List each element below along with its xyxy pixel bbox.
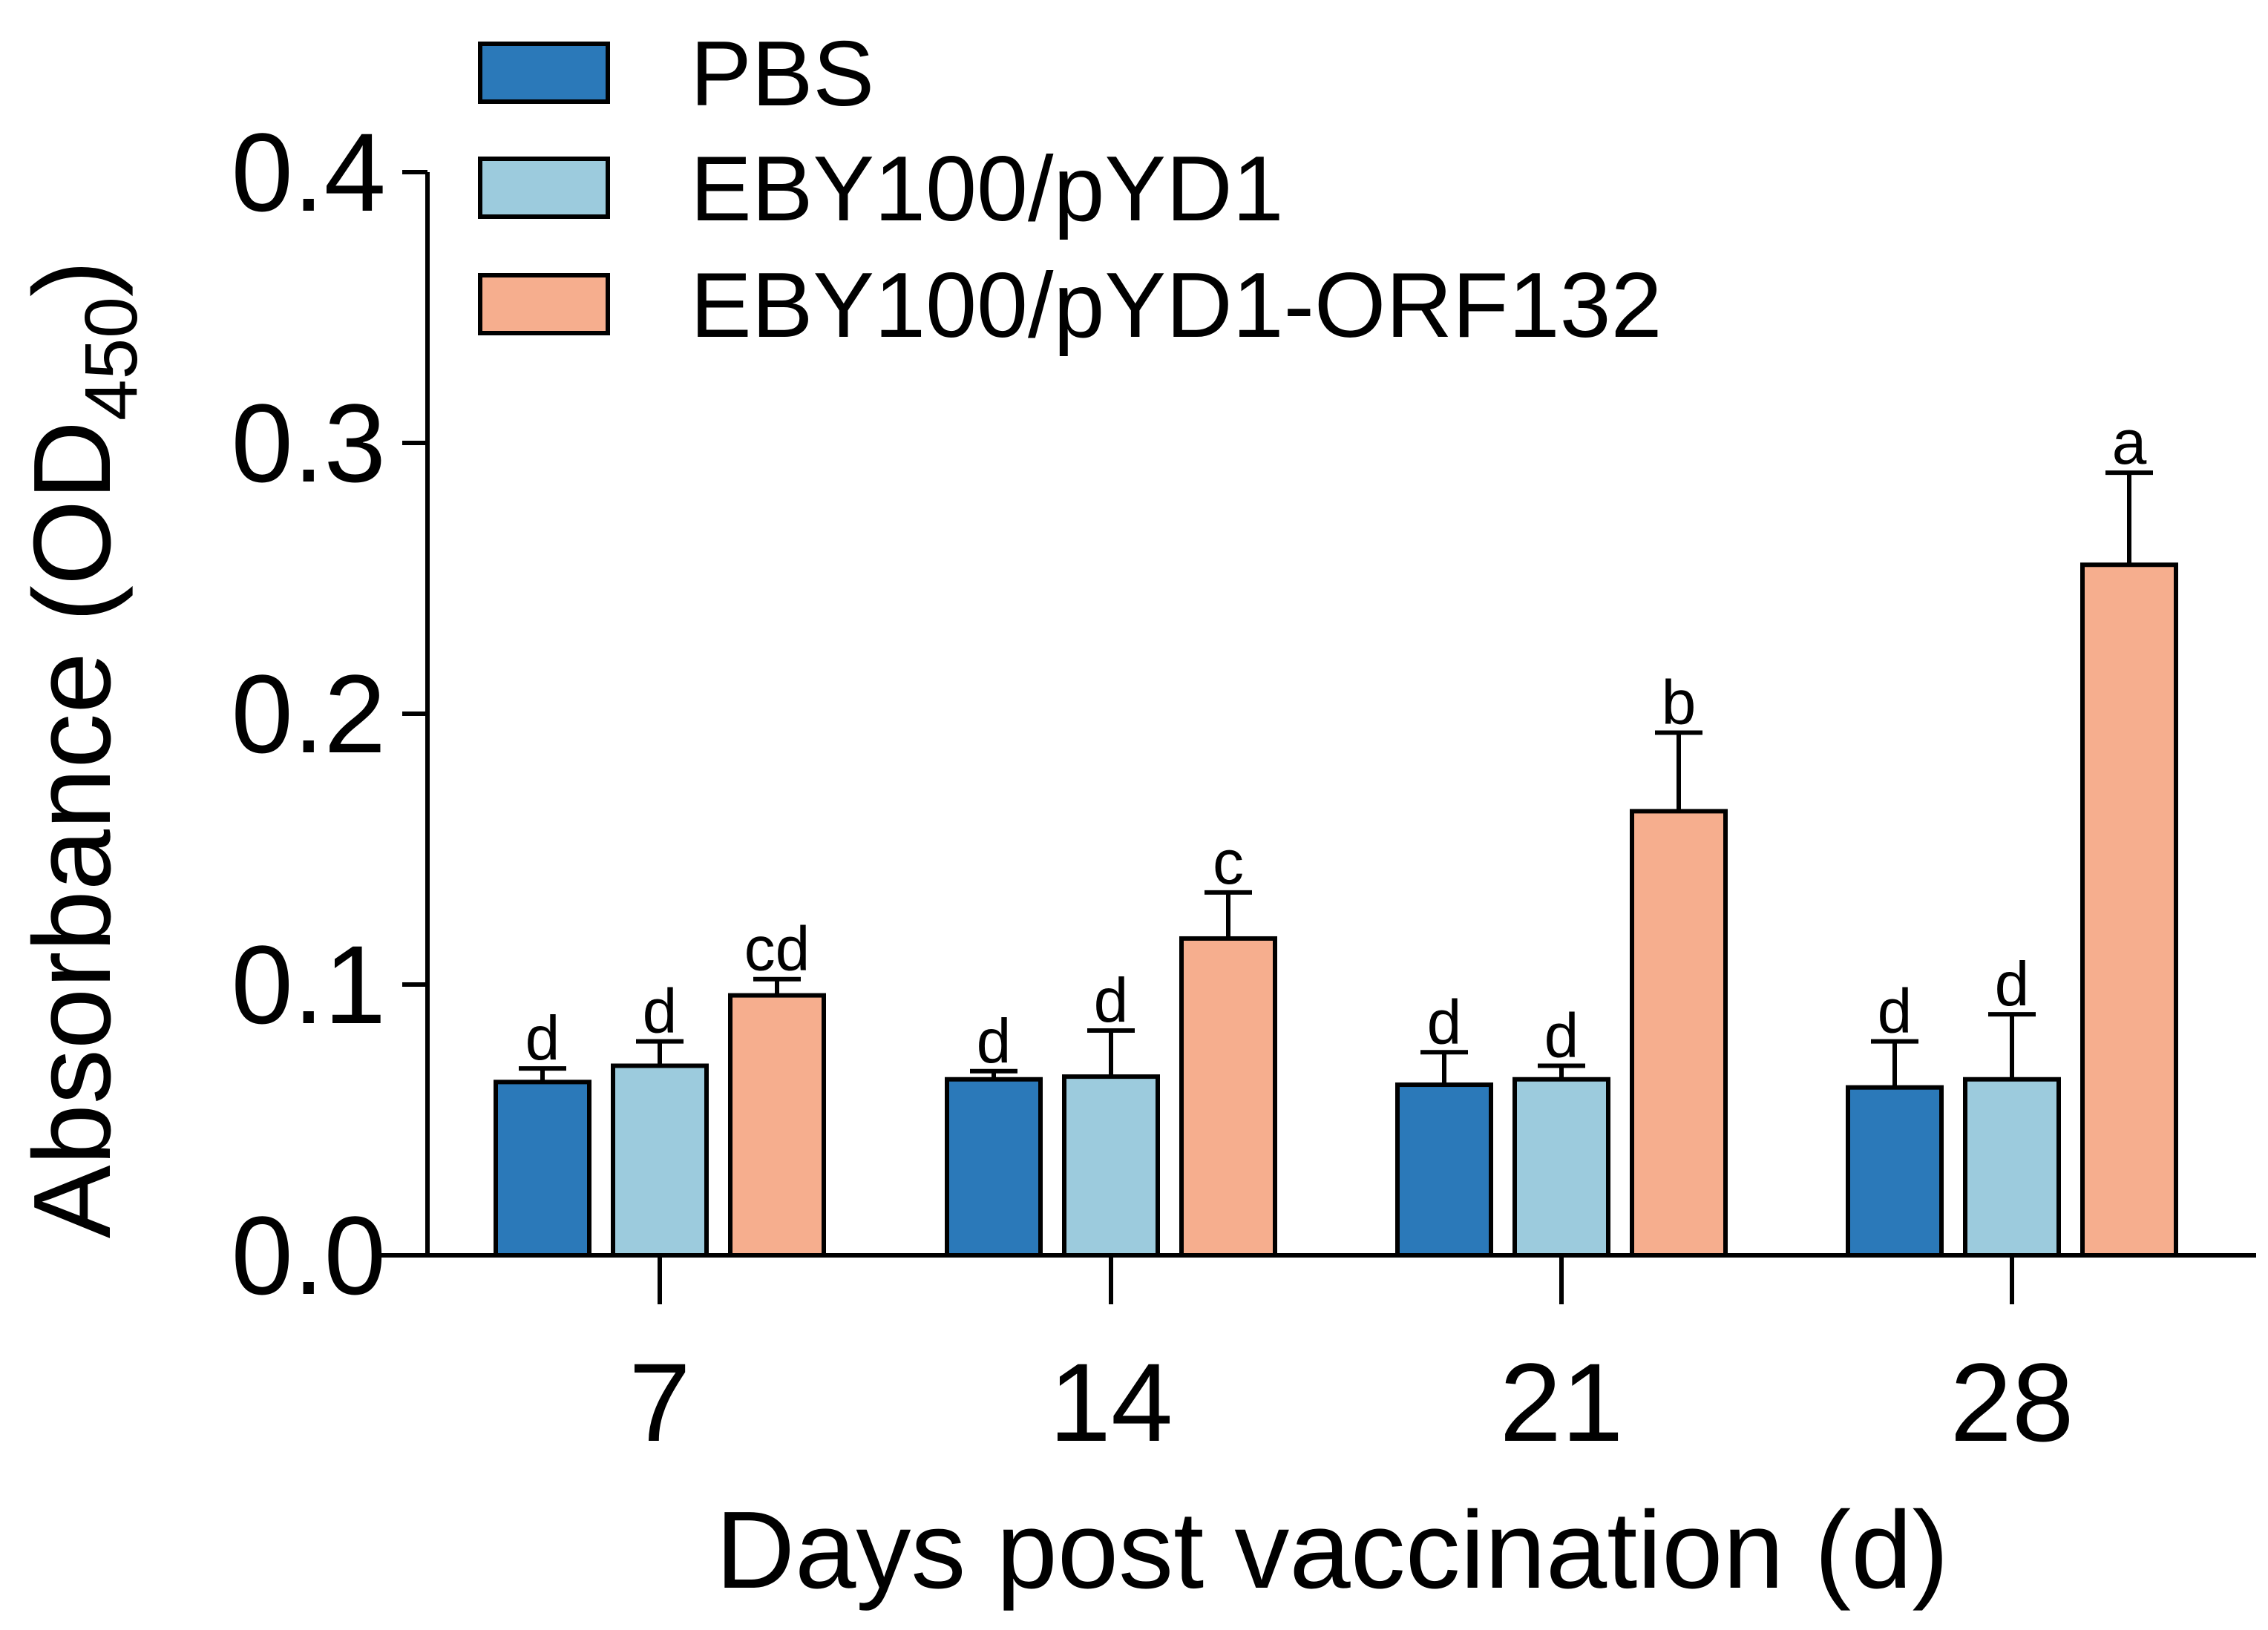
bar xyxy=(1395,1082,1493,1258)
y-axis-title-close: ) xyxy=(11,260,134,297)
y-tick-label: 0.2 xyxy=(231,651,386,776)
y-axis: 0.0 0.1 0.2 0.3 0.4 xyxy=(231,110,430,1318)
bar-group: d xyxy=(1395,987,1493,1258)
bar xyxy=(494,1079,591,1258)
y-axis-title: Absorbance (OD450) xyxy=(11,260,153,1238)
significance-label: a xyxy=(2112,407,2147,477)
bar-group: d xyxy=(494,1003,591,1258)
bar-group: cd xyxy=(728,914,826,1258)
significance-label: d xyxy=(1094,965,1129,1035)
bar-group: d xyxy=(1963,949,2061,1258)
bar xyxy=(611,1063,709,1258)
bar-group: d xyxy=(1512,1001,1610,1258)
bar xyxy=(1179,936,1277,1258)
bar xyxy=(1062,1074,1160,1258)
legend-item: PBS xyxy=(478,23,874,125)
bar xyxy=(728,993,826,1258)
y-tick-label: 0.1 xyxy=(231,922,386,1047)
legend-label: PBS xyxy=(690,23,874,125)
y-tick-label: 0.0 xyxy=(231,1193,386,1318)
bar xyxy=(1630,809,1728,1258)
y-axis-title-main: Absorbance (OD xyxy=(11,421,134,1238)
significance-label: d xyxy=(525,1003,560,1073)
significance-label: d xyxy=(643,976,678,1046)
significance-label: d xyxy=(1878,976,1913,1046)
legend-label: EBY100/pYD1-ORF132 xyxy=(690,254,1662,357)
legend-label: EBY100/pYD1 xyxy=(690,138,1284,240)
x-tick-label: 14 xyxy=(1049,1340,1173,1465)
legend: PBS EBY100/pYD1 EBY100/pYD1-ORF132 xyxy=(478,23,1662,357)
bar-group: c xyxy=(1179,827,1277,1258)
bar-group: d xyxy=(1062,965,1160,1258)
x-axis: 7 14 21 28 xyxy=(381,1253,2256,1465)
legend-item: EBY100/pYD1 xyxy=(478,138,1284,240)
bar xyxy=(945,1077,1043,1258)
significance-label: d xyxy=(1544,1001,1579,1071)
bar xyxy=(1512,1077,1610,1258)
y-axis-title-subscript: 450 xyxy=(70,297,153,421)
significance-label: c xyxy=(1213,827,1244,897)
legend-swatch xyxy=(478,42,610,104)
legend-swatch xyxy=(478,157,610,219)
bar xyxy=(2080,562,2178,1258)
x-tick-label: 7 xyxy=(629,1340,690,1465)
y-tick-label: 0.4 xyxy=(231,110,386,234)
significance-label: d xyxy=(1427,987,1462,1056)
bar-group: b xyxy=(1630,668,1728,1258)
legend-item: EBY100/pYD1-ORF132 xyxy=(478,254,1662,357)
bar xyxy=(1963,1077,2061,1258)
bar-group: a xyxy=(2080,407,2178,1258)
significance-label: d xyxy=(977,1006,1012,1076)
bar xyxy=(1846,1085,1944,1258)
significance-label: d xyxy=(1995,949,2030,1019)
x-tick-label: 28 xyxy=(1950,1340,2074,1465)
significance-label: b xyxy=(1662,668,1697,737)
bar-group: d xyxy=(945,1006,1043,1258)
significance-label: cd xyxy=(744,914,810,984)
x-axis-title: Days post vaccination (d) xyxy=(715,1489,1949,1611)
legend-swatch xyxy=(478,273,610,335)
x-tick-label: 21 xyxy=(1500,1340,1624,1465)
bar-group: d xyxy=(1846,976,1944,1258)
bar-group: d xyxy=(611,976,709,1258)
y-tick-label: 0.3 xyxy=(231,381,386,505)
